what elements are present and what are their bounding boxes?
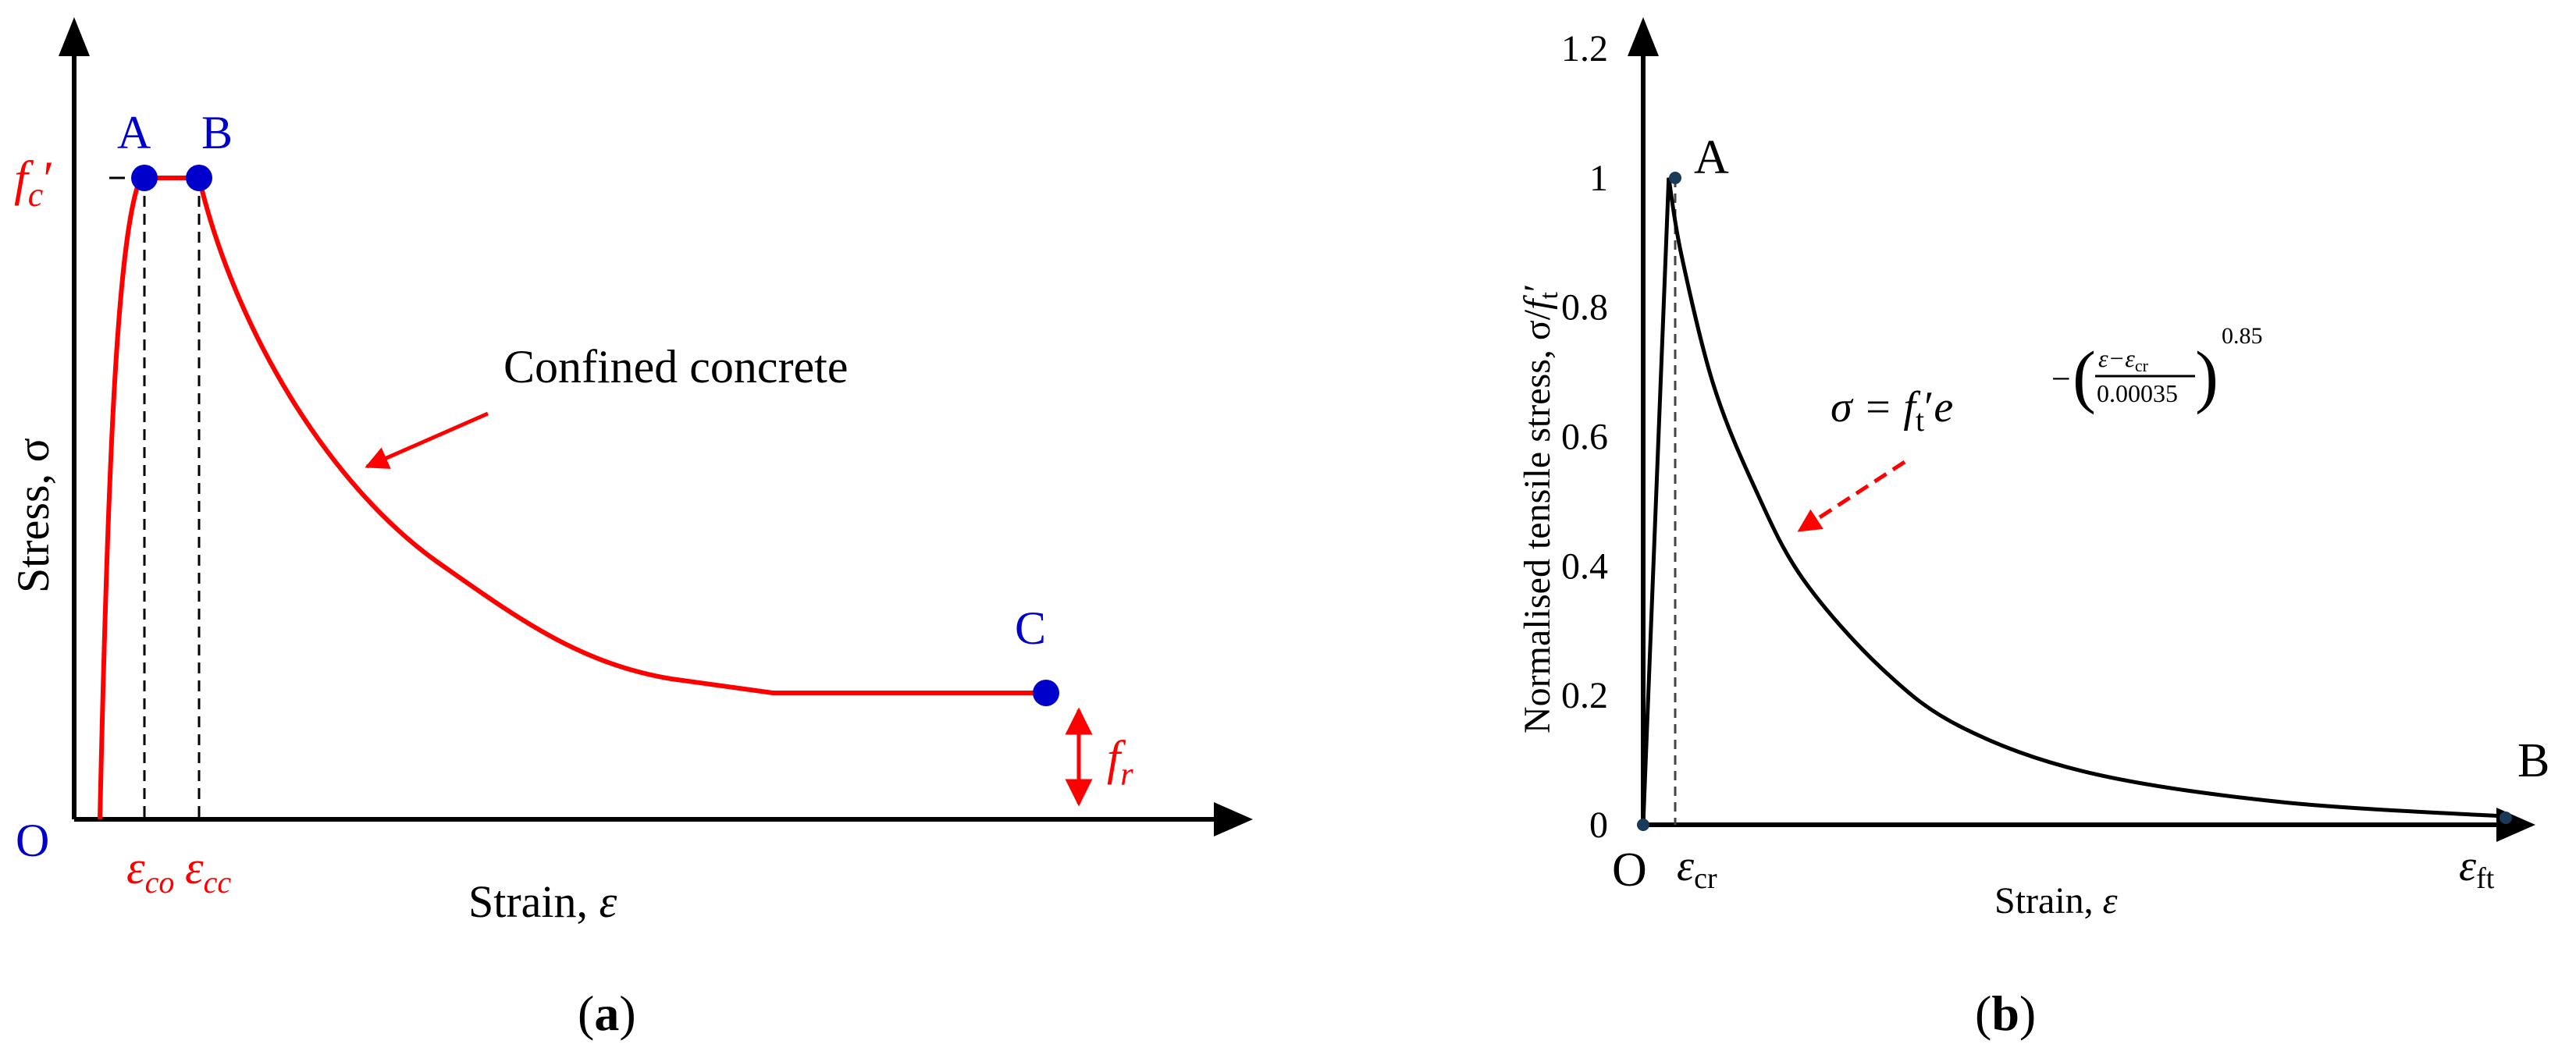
svg-text:0.00035: 0.00035	[2097, 379, 2178, 407]
panel-b-equation: σ = ft′e − ( ε−εcr 0.00035 ) 0.85	[1831, 323, 2263, 438]
panel-b-y-tick-label: 0	[1589, 804, 1608, 846]
panel-b-point-a-label: A	[1694, 131, 1729, 184]
panel-b-y-tick-label: 1	[1589, 158, 1608, 199]
panel-a-origin-label: O	[16, 815, 49, 866]
svg-text:ε−εcr: ε−εcr	[2098, 344, 2149, 375]
panel-b-y-tick-label: 0.6	[1561, 417, 1608, 458]
panel-a-point-c-label: C	[1015, 602, 1046, 654]
panel-a-confined-curve	[98, 176, 1046, 820]
panel-a-annotation: Confined concrete	[503, 341, 848, 392]
panel-a-point-a-label: A	[117, 107, 151, 158]
panel-b-y-axis-title: Normalised tensile stress, σ/ft′	[1517, 284, 1564, 733]
svg-text:−: −	[2051, 360, 2071, 398]
panel-a-x-axis-title: Strain, ε	[468, 876, 617, 927]
panel-a-y-axis-title: Stress, σ	[8, 438, 59, 593]
panel-b-y-tick-label: 0.8	[1561, 287, 1608, 329]
panel-b-y-tick-label: 1.2	[1561, 28, 1608, 69]
svg-text:0.85: 0.85	[2222, 323, 2263, 349]
svg-text:): )	[2195, 338, 2218, 415]
panel-b-x-axis-title: Strain, ε	[1994, 880, 2118, 922]
panel-a-point-c	[1033, 680, 1059, 706]
panel-b-caption: (b)	[1975, 986, 2036, 1041]
panel-b-y-ticks: 0 0.2 0.4 0.6 0.8 1 1.2	[1561, 28, 1608, 846]
panel-a-x-axis-arrowhead	[1214, 802, 1253, 836]
panel-b-point-b-label: B	[2517, 734, 2549, 787]
panel-a-caption: (a)	[578, 986, 636, 1041]
panel-b-equation-arrow	[1797, 460, 1906, 533]
panel-b-eps-cr-label: εcr	[1677, 842, 1717, 895]
panel-b-origin-label: O	[1612, 844, 1647, 897]
panel-a-point-b-label: B	[201, 107, 233, 158]
panel-a: A B C O fc′ fr εco εcc Strain, ε Stress,…	[8, 17, 1253, 1041]
svg-text:(: (	[2073, 338, 2096, 415]
panel-a-point-b	[186, 165, 212, 191]
panel-b-tension-curve	[1641, 177, 2507, 826]
panel-b-point-b	[2500, 812, 2512, 824]
panel-b-point-o	[1637, 819, 1649, 831]
panel-a-point-a	[131, 165, 158, 191]
panel-b-y-axis-arrowhead	[1628, 17, 1659, 56]
panel-b-eps-ft-label: εft	[2459, 842, 2495, 895]
panel-b-point-a	[1669, 172, 1681, 184]
panel-a-annotation-arrow	[365, 411, 489, 469]
panel-a-fr-label: fr	[1107, 732, 1133, 793]
panel-b: 0 0.2 0.4 0.6 0.8 1 1.2 A B O εcr εft Strain, …	[1517, 17, 2549, 1041]
panel-a-y-axis-arrowhead	[59, 17, 90, 56]
panel-b-y-tick-label: 0.4	[1561, 545, 1608, 587]
panel-a-eps-cc-label: εcc	[185, 842, 231, 900]
panel-a-fc-label: fc′	[14, 151, 54, 214]
panel-a-eps-co-label: εco	[126, 842, 174, 900]
panel-b-y-tick-label: 0.2	[1561, 675, 1608, 716]
svg-text:σ = ft′e: σ = ft′e	[1831, 383, 1953, 438]
